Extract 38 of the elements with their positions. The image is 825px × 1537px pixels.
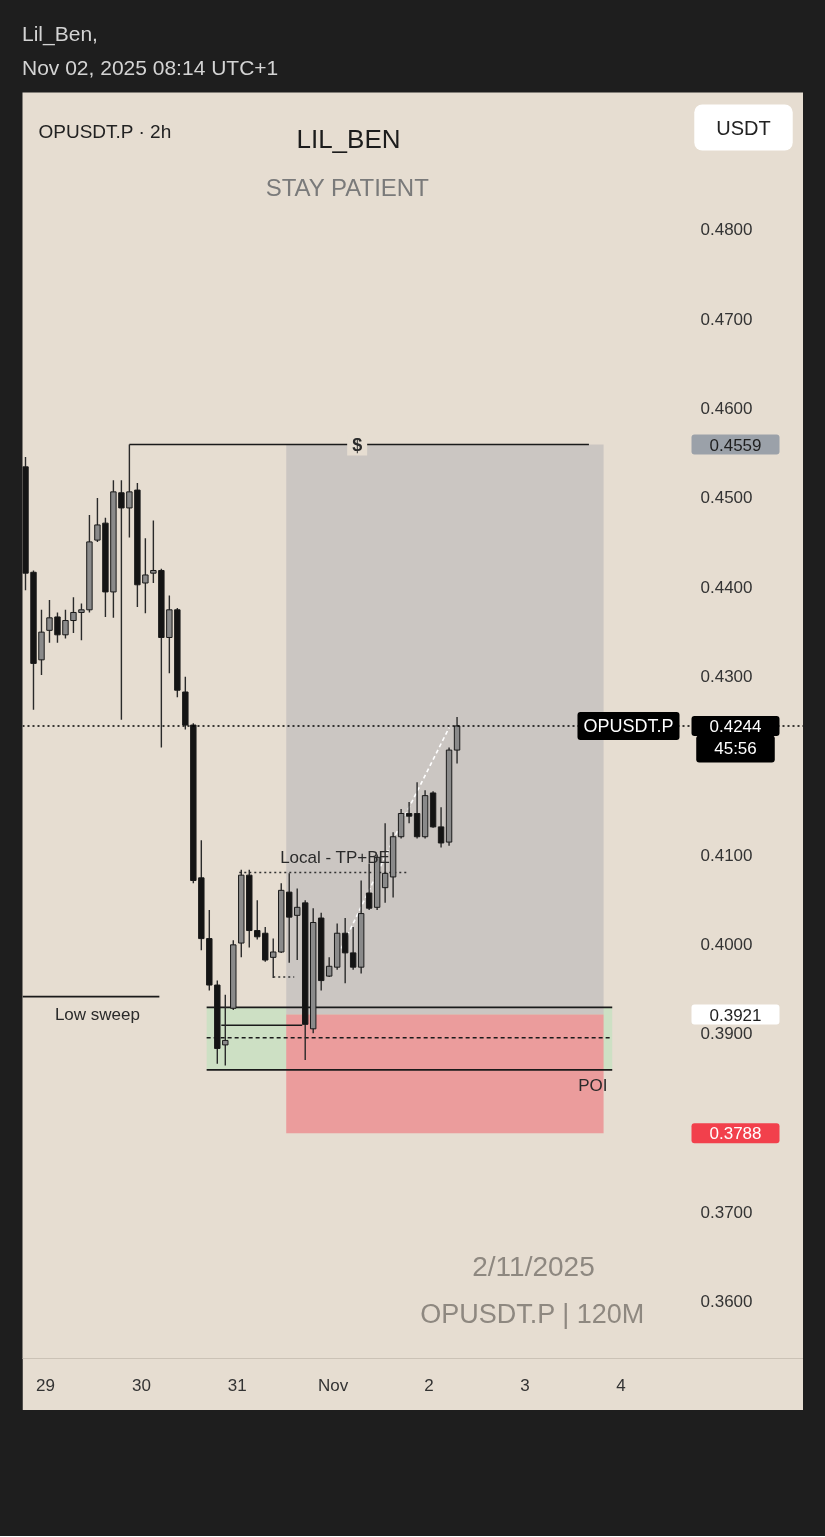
y-tick-label: 0.3600 <box>700 1292 753 1312</box>
annotation: 0.4559 <box>709 435 762 455</box>
candlestick <box>413 781 421 840</box>
y-tick-label: 0.4500 <box>700 488 753 508</box>
annotation: $ <box>352 434 363 455</box>
annotation: OPUSDT.P | 120M <box>420 1298 645 1329</box>
annotation: LIL_BEN <box>296 123 401 154</box>
y-tick-label: 0.4000 <box>700 934 753 954</box>
annotation: Low sweep <box>54 1004 140 1024</box>
y-tick-label: 0.3900 <box>700 1024 753 1044</box>
x-tick-label: Nov <box>318 1375 349 1395</box>
x-tick-label: 2 <box>424 1375 434 1395</box>
annotation: 0.3921 <box>709 1005 762 1025</box>
x-tick-label: 4 <box>616 1375 626 1395</box>
y-axis-title: USDT <box>716 116 771 139</box>
y-tick-label: 0.3700 <box>700 1202 753 1222</box>
text: OPUSDT.P · 2h <box>38 121 172 142</box>
text: Nov 02, 2025 08:14 UTC+1 <box>22 55 279 81</box>
y-tick-label: 0.4800 <box>700 220 753 240</box>
y-tick-label: 0.4400 <box>700 577 753 597</box>
annotation: POI <box>578 1075 608 1095</box>
x-tick-label: 30 <box>131 1375 151 1395</box>
x-tick-label: 29 <box>36 1375 55 1395</box>
x-tick-label: 3 <box>520 1375 530 1395</box>
ref-line-label: OPUSDT.P <box>583 715 674 736</box>
annotation: STAY PATIENT <box>265 174 430 201</box>
annotation: 0.3788 <box>709 1124 762 1144</box>
text: Lil_Ben, <box>22 21 99 48</box>
candlestick <box>437 806 445 849</box>
y-tick-label: 0.4600 <box>700 398 753 418</box>
annotation: 0.4244 45:56 <box>709 716 762 759</box>
annotation: 2/11/2025 <box>472 1251 595 1282</box>
candlestick <box>397 808 405 840</box>
y-tick-label: 0.4700 <box>700 309 753 329</box>
candlestick <box>405 801 413 825</box>
y-tick-label: 0.4300 <box>700 666 753 686</box>
y-tick-label: 0.4100 <box>700 845 753 865</box>
x-tick-label: 31 <box>227 1375 247 1395</box>
